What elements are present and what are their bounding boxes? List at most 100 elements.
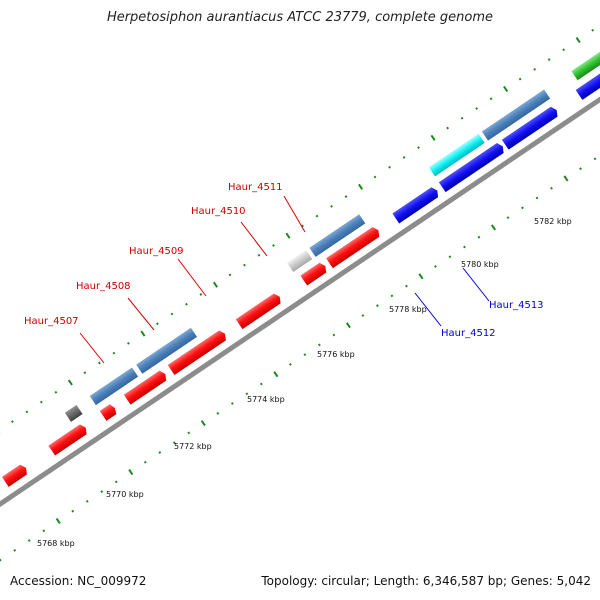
tick-minor xyxy=(288,363,292,366)
ruler-labels: 5768 kbp 5770 kbp 5772 kbp 5774 kbp 5776… xyxy=(37,217,572,548)
tick-major xyxy=(563,175,569,182)
tick-minor xyxy=(185,302,188,306)
tick-major xyxy=(212,281,218,288)
tick-minor xyxy=(54,390,58,394)
tick-minor xyxy=(13,548,17,552)
leader-line-haur-4512 xyxy=(414,292,442,327)
gene-arrow xyxy=(392,187,439,224)
tick-minor xyxy=(434,265,437,268)
feature-label: Haur_4508 xyxy=(76,281,131,292)
tick-major xyxy=(430,134,436,141)
tick-minor xyxy=(547,58,551,61)
tick-minor xyxy=(417,146,420,150)
tick-minor xyxy=(448,255,452,259)
tick-minor xyxy=(243,263,246,267)
tick-minor xyxy=(98,361,101,365)
gene-block xyxy=(571,40,600,81)
tick-minor xyxy=(10,420,14,424)
leader-line-haur-4513 xyxy=(462,267,490,302)
ruler-label: 5774 kbp xyxy=(247,395,285,404)
leader-line-haur-4510 xyxy=(240,221,268,257)
tick-minor xyxy=(83,371,87,375)
leader-line-haur-4511 xyxy=(283,195,306,233)
tick-minor xyxy=(187,431,191,435)
leader-line-haur-4507 xyxy=(79,332,105,364)
tick-minor xyxy=(489,97,493,101)
tick-minor xyxy=(402,156,406,159)
gene-arrow xyxy=(326,226,380,269)
tick-major xyxy=(273,371,279,378)
gene-arrow xyxy=(575,59,600,100)
tick-minor xyxy=(303,353,307,357)
tick-minor xyxy=(533,67,537,71)
gene-block xyxy=(481,89,551,141)
gene-arrow xyxy=(501,106,558,150)
tick-minor xyxy=(477,235,481,239)
tick-minor xyxy=(446,126,449,130)
ruler-label: 5770 kbp xyxy=(106,490,144,499)
tick-minor xyxy=(85,500,89,503)
tick-minor xyxy=(373,175,377,179)
tick-minor xyxy=(156,322,159,326)
tick-minor xyxy=(199,293,203,296)
genome-summary-text: Topology: circular; Length: 6,346,587 bp… xyxy=(261,574,591,588)
feature-label: Haur_4510 xyxy=(191,206,246,217)
tick-minor xyxy=(550,186,553,190)
tick-minor xyxy=(518,77,522,81)
tick-minor xyxy=(506,216,510,219)
tick-minor xyxy=(579,167,582,171)
accession-text: Accession: NC_009972 xyxy=(10,574,147,588)
outer-gene-track xyxy=(1,59,600,487)
tick-minor xyxy=(245,392,249,396)
gene-arrow xyxy=(123,370,167,405)
tick-minor xyxy=(230,402,234,405)
tick-minor xyxy=(143,460,147,464)
gene-arrow xyxy=(167,330,226,376)
tick-minor xyxy=(521,206,524,210)
tick-major xyxy=(285,232,291,239)
tick-minor xyxy=(127,341,130,345)
inner-tick-ring xyxy=(0,157,597,562)
gene-block xyxy=(89,367,139,406)
tick-minor xyxy=(361,314,365,317)
gene-arrow xyxy=(235,293,281,330)
tick-minor xyxy=(259,382,263,386)
tick-minor xyxy=(332,333,336,337)
map-title: Herpetosiphon aurantiacus ATCC 23779, co… xyxy=(106,10,494,25)
gene-block xyxy=(287,250,313,273)
tick-minor xyxy=(535,196,539,200)
tick-major xyxy=(358,183,364,190)
tick-minor xyxy=(114,480,118,484)
tick-minor xyxy=(317,343,321,347)
tick-minor xyxy=(228,273,232,277)
tick-major xyxy=(490,224,496,231)
tick-major xyxy=(200,420,206,427)
tick-major xyxy=(67,379,73,386)
tick-minor xyxy=(0,558,2,562)
gene-block xyxy=(64,404,83,422)
tick-major xyxy=(55,517,61,525)
tick-minor xyxy=(42,529,46,533)
tick-minor xyxy=(272,244,275,247)
tick-minor xyxy=(158,451,162,454)
gene-block xyxy=(428,133,485,177)
tick-minor xyxy=(257,253,261,257)
tick-minor xyxy=(376,304,379,308)
tick-minor xyxy=(71,509,75,513)
tick-major xyxy=(345,322,351,329)
feature-label: Haur_4507 xyxy=(24,316,79,327)
tick-minor xyxy=(100,490,104,494)
genome-backbone xyxy=(0,20,600,583)
tick-minor xyxy=(591,28,595,32)
gene-arrow xyxy=(99,404,117,421)
gene-block xyxy=(136,327,198,374)
leader-line-haur-4508 xyxy=(127,297,155,331)
tick-major xyxy=(128,468,134,476)
tick-minor xyxy=(593,157,597,161)
tick-minor xyxy=(170,312,174,316)
ruler-label: 5772 kbp xyxy=(174,442,212,451)
tick-minor xyxy=(388,165,391,169)
gene-arrow xyxy=(1,464,27,487)
tick-major xyxy=(503,85,509,92)
